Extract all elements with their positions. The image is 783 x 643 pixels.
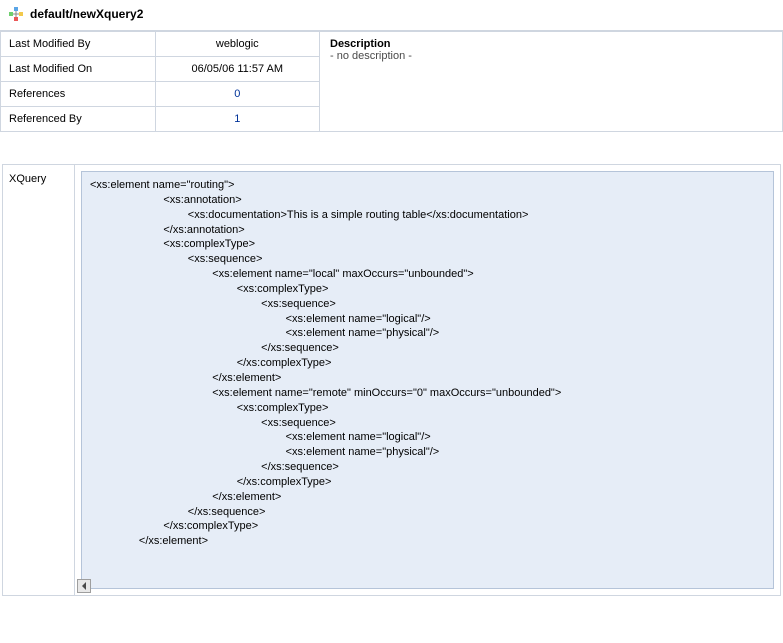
meta-row: Last Modified By weblogic Last Modified … (0, 30, 783, 132)
table-row: Referenced By 1 (1, 107, 320, 132)
resource-icon (8, 6, 24, 22)
meta-value-modified-on: 06/05/06 11:57 AM (155, 57, 319, 82)
meta-value-references: 0 (155, 82, 319, 107)
page-header: default/newXquery2 (0, 0, 783, 30)
xquery-content-wrapper: <xs:element name="routing"> <xs:annotati… (75, 165, 780, 595)
xquery-block: XQuery <xs:element name="routing"> <xs:a… (2, 164, 781, 596)
table-row: References 0 (1, 82, 320, 107)
referenced-by-link[interactable]: 1 (234, 113, 240, 125)
scroll-left-button[interactable] (77, 579, 91, 593)
description-cell: Description - no description - (320, 31, 783, 132)
meta-label-referenced-by: Referenced By (1, 107, 156, 132)
meta-table: Last Modified By weblogic Last Modified … (0, 31, 320, 132)
table-row: Last Modified By weblogic (1, 32, 320, 57)
references-link[interactable]: 0 (234, 88, 240, 100)
description-text: - no description - (330, 50, 772, 62)
description-label: Description (330, 38, 772, 50)
meta-value-referenced-by: 1 (155, 107, 319, 132)
meta-label-modified-on: Last Modified On (1, 57, 156, 82)
xquery-label: XQuery (3, 165, 75, 595)
meta-label-references: References (1, 82, 156, 107)
page-title: default/newXquery2 (30, 7, 143, 21)
xquery-content: <xs:element name="routing"> <xs:annotati… (81, 171, 774, 589)
page-root: default/newXquery2 Last Modified By webl… (0, 0, 783, 596)
table-row: Last Modified On 06/05/06 11:57 AM (1, 57, 320, 82)
meta-label-modified-by: Last Modified By (1, 32, 156, 57)
meta-value-modified-by: weblogic (155, 32, 319, 57)
